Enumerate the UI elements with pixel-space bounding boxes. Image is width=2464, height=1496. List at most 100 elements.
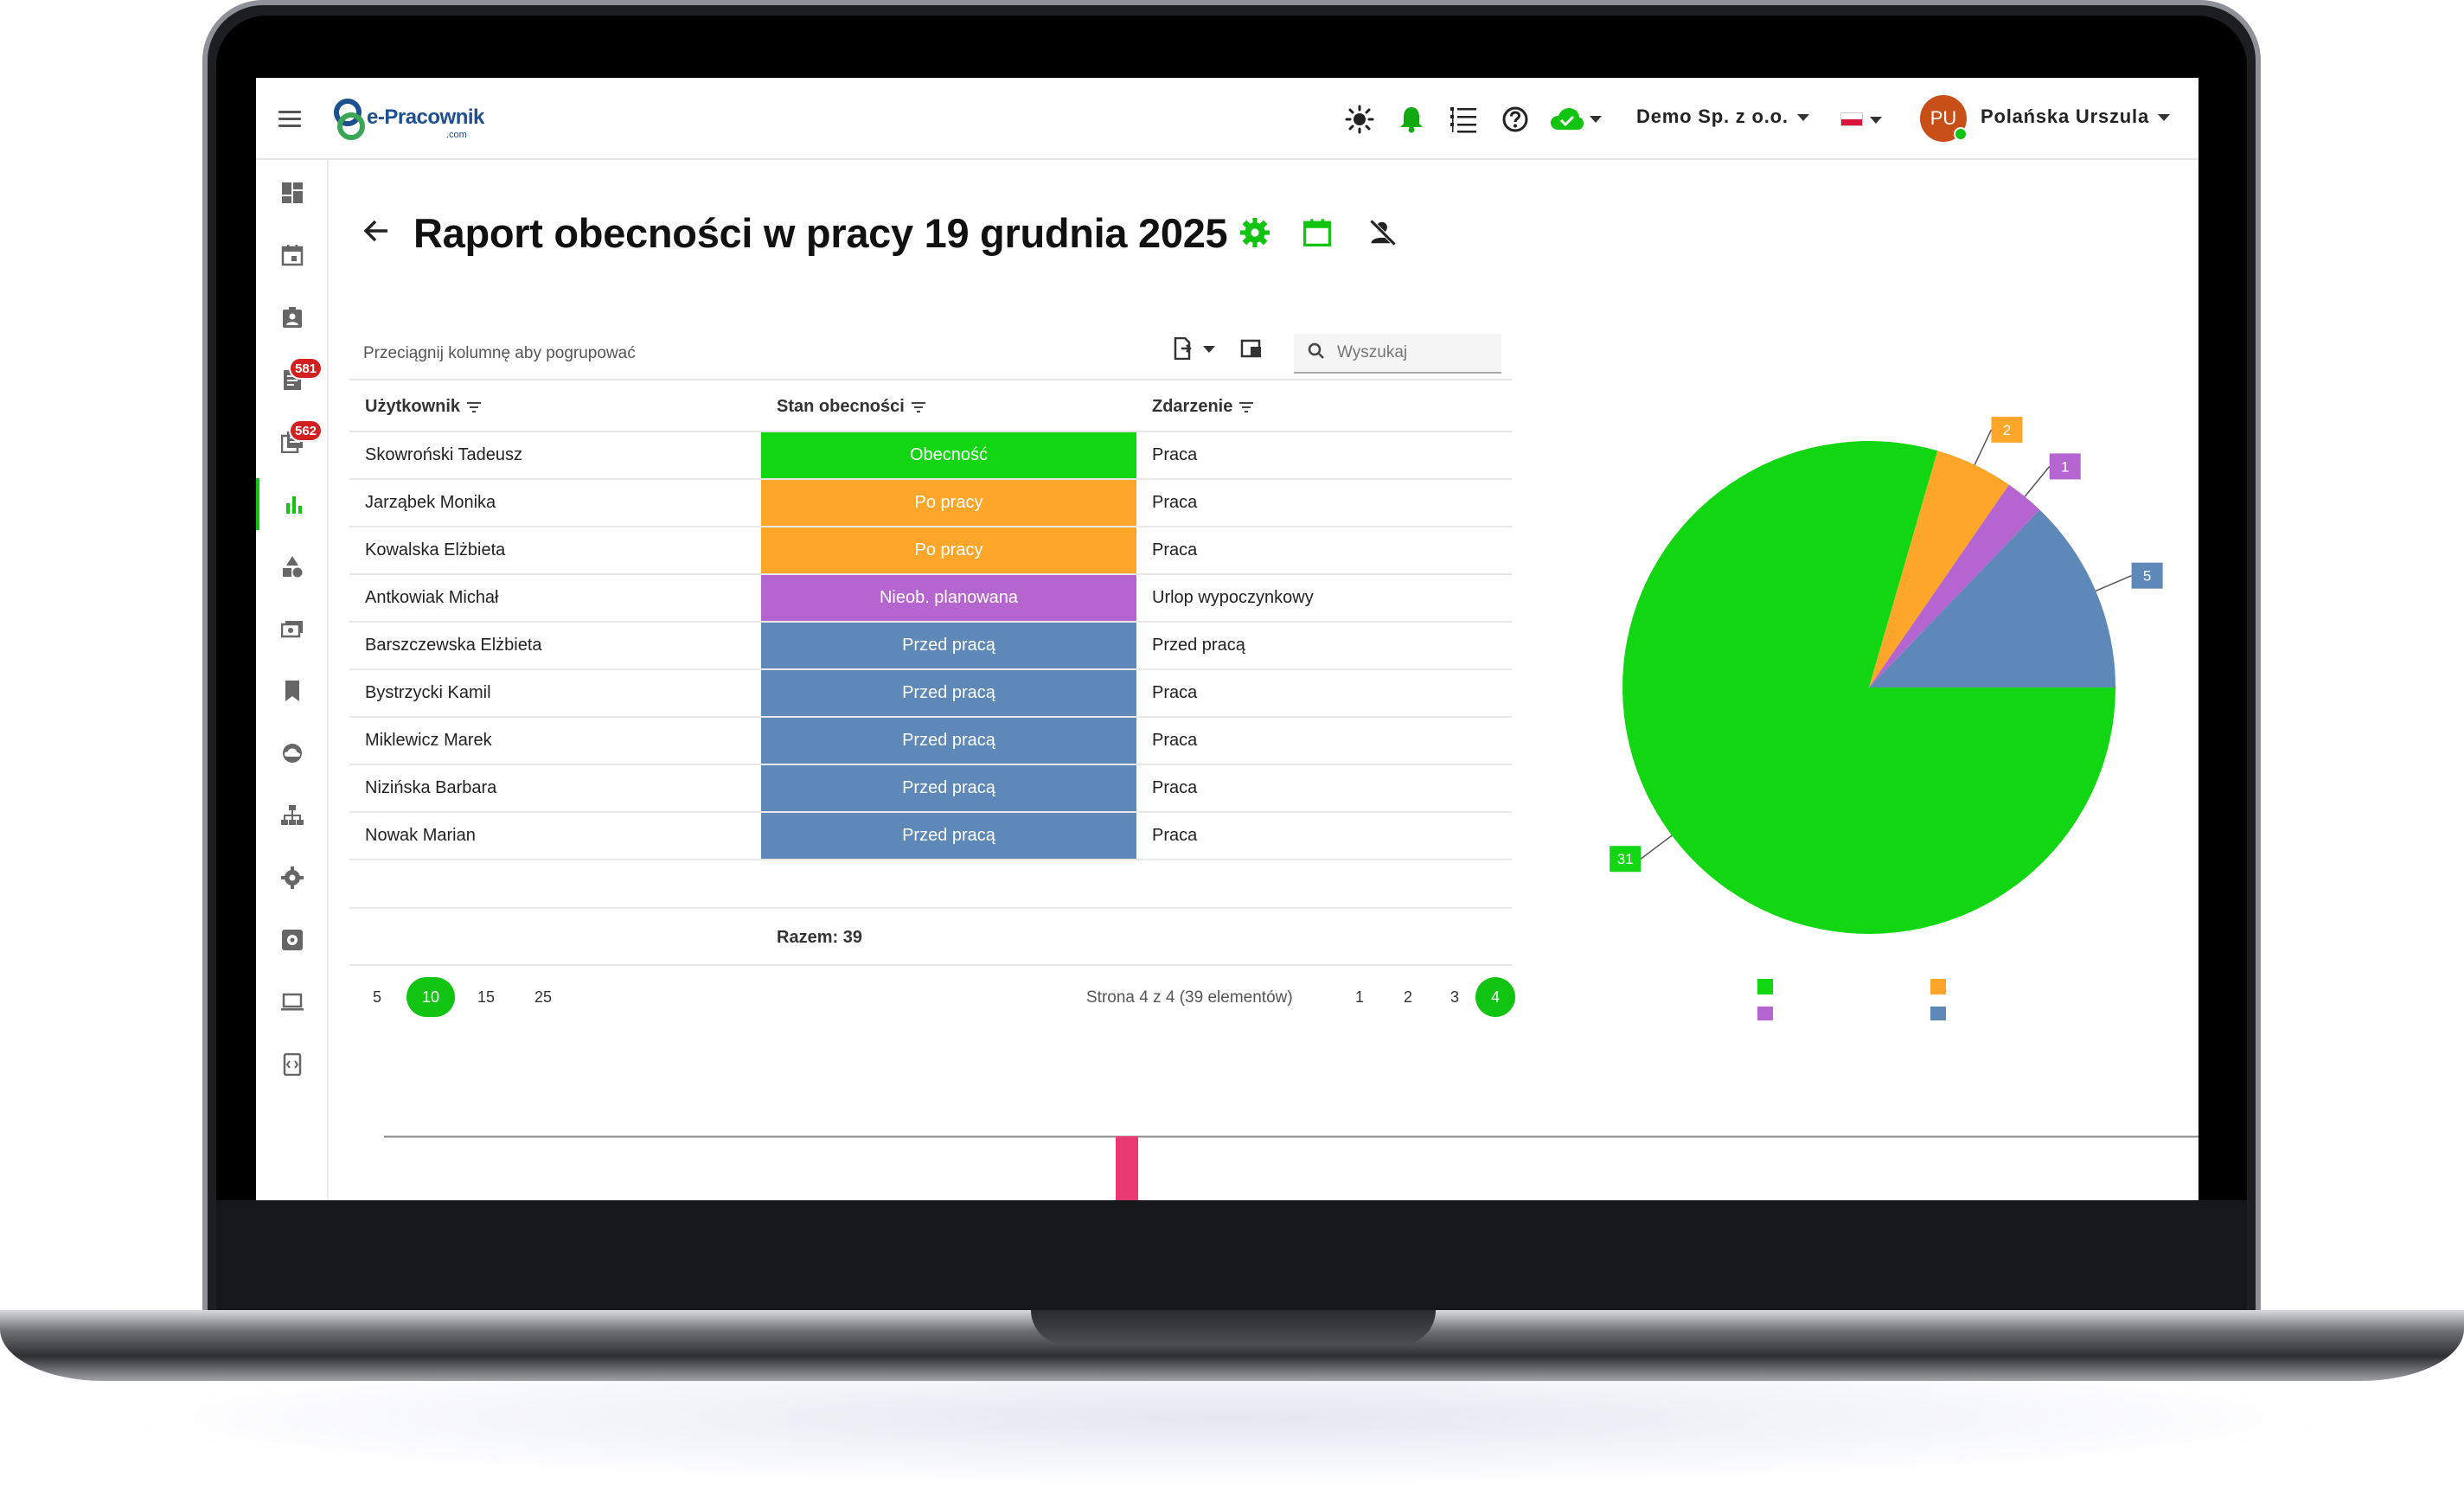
header-user[interactable]: Użytkownik [365,397,482,417]
sidebar-item-bookmark[interactable] [256,665,329,717]
language-caret-icon[interactable] [1870,117,1882,124]
app-logo[interactable]: e-Pracownik .com [329,93,484,145]
laptop-icon [281,993,304,1011]
pie-label-leader [1640,834,1673,860]
bar[interactable] [1116,1136,1138,1200]
filter-icon[interactable] [467,401,482,412]
pie-svg: 31 2 1 5 [1610,416,2163,1022]
sidebar-item-documents[interactable]: 581 [256,354,329,406]
table-row[interactable]: Antkowiak Michał Nieob. planowana Urlop wy… [349,575,1512,623]
cell-user: Jarząbek Monika [365,493,496,512]
api-icon [283,1053,302,1076]
legend-swatch[interactable] [1930,979,1946,994]
sidebar-item-employee[interactable] [256,291,329,343]
dashboard-icon [282,182,303,203]
legend-swatch[interactable] [1757,979,1773,994]
cloud-done-icon[interactable] [1550,102,1602,137]
sidebar-item-org-chart[interactable] [256,790,329,841]
help-icon[interactable] [1498,102,1533,137]
online-status-dot [1954,127,1968,141]
table-row[interactable]: Nowak Marian Przed pracą Praca [349,813,1512,860]
bookmark-icon [285,681,299,701]
bell-icon[interactable] [1394,102,1429,137]
bar-chart [384,1064,2198,1200]
sidebar-item-api[interactable] [256,1039,329,1090]
sidebar-item-shapes[interactable] [256,540,329,592]
cell-event: Praca [1152,826,1198,845]
pie-data-label: 31 [1617,851,1634,867]
brightness-icon[interactable] [1342,102,1377,137]
report-settings-icon[interactable] [1237,214,1273,251]
page-size-10[interactable]: 10 [406,977,455,1017]
pie-label-leader [2095,574,2132,591]
page-size-15[interactable]: 15 [477,988,496,1006]
table-row[interactable]: Jarząbek Monika Po pracy Praca [349,480,1512,527]
table-row[interactable]: Barszczewska Elżbieta Przed pracą Przed pr… [349,623,1512,670]
user-menu[interactable]: Polańska Urszula [1981,105,2170,128]
grid-header: Użytkownik Stan obecności Zdarzenie [349,379,1512,432]
pie-slice[interactable] [1869,451,2009,687]
search-box[interactable] [1294,334,1501,374]
pie-slice[interactable] [1869,484,2040,687]
sidebar-item-settings[interactable] [256,852,329,904]
page-2[interactable]: 2 [1403,988,1412,1006]
header-event-label: Zdarzenie [1152,397,1233,416]
sidebar-item-admin-settings[interactable] [256,914,329,966]
table-row[interactable]: Nizińska Barbara Przed pracą Praca [349,765,1512,813]
copies-badge: 562 [289,419,323,442]
page-4[interactable]: 4 [1475,977,1515,1017]
legend-swatch[interactable] [1757,1007,1773,1022]
company-select[interactable]: Demo Sp. z o.o. [1636,105,1809,128]
laptop-chin [216,1200,2247,1323]
sidebar: 581 562 [256,160,329,1200]
company-caret-icon [1796,114,1809,122]
pie-data-label: 1 [2061,458,2069,475]
filter-icon[interactable] [1239,401,1254,412]
person-off-icon[interactable] [1365,214,1401,251]
pie-label-box [1610,846,1642,873]
header-user-label: Użytkownik [365,397,461,416]
table-row[interactable]: Bystrzycki Kamil Przed pracą Praca [349,670,1512,718]
table-row[interactable]: Skowroński Tadeusz Obecność Praca [349,432,1512,480]
list-icon[interactable] [1446,102,1481,137]
back-arrow-icon[interactable] [362,216,391,254]
legend-swatch[interactable] [1930,1007,1946,1022]
page-size-5[interactable]: 5 [372,988,381,1006]
pager: 5 10 15 25 Strona 4 z 4 (39 elementów) 1… [349,977,1515,1026]
page-size-25[interactable]: 25 [534,988,553,1006]
page-title: Raport obecności w pracy 19 grudnia 2025 [413,210,1228,256]
grid-footer: Razem: 39 [349,909,1512,966]
attendance-pie-chart: 31 2 1 5 [1588,398,2193,1022]
filter-icon[interactable] [911,401,925,412]
search-input[interactable] [1337,341,1493,365]
language-flag-icon[interactable] [1840,112,1863,126]
export-menu[interactable] [1171,336,1216,366]
cell-user: Bystrzycki Kamil [365,683,491,702]
sidebar-item-reports[interactable] [256,478,329,530]
app-screen: e-Pracownik .com Demo Sp. z o.o [256,78,2198,1200]
company-name: Demo Sp. z o.o. [1636,105,1789,127]
table-row[interactable]: Miklewicz Marek Przed pracą Praca [349,718,1512,765]
export-icon [1174,336,1192,361]
pie-slice[interactable] [1869,509,2115,687]
page-1[interactable]: 1 [1354,988,1364,1006]
user-caret-icon [2158,114,2170,122]
cell-user: Nowak Marian [365,826,476,845]
page-3[interactable]: 3 [1450,988,1459,1006]
sidebar-item-cloud[interactable] [256,727,329,779]
pie-label-box [2131,562,2163,589]
sidebar-item-laptop[interactable] [256,976,329,1028]
sidebar-item-payments[interactable] [256,603,329,655]
menu-icon[interactable] [278,111,301,128]
date-picker-icon[interactable] [1299,214,1335,251]
column-chooser-icon[interactable] [1240,337,1263,366]
header-event[interactable]: Zdarzenie [1152,397,1254,417]
cell-user: Antkowiak Michał [365,588,499,607]
table-row[interactable]: Kowalska Elżbieta Po pracy Praca [349,527,1512,575]
header-state[interactable]: Stan obecności [777,397,925,417]
sidebar-item-copies[interactable]: 562 [256,416,329,468]
cell-user: Miklewicz Marek [365,731,492,750]
sidebar-item-dashboard[interactable] [256,167,329,219]
sidebar-item-calendar[interactable] [256,229,329,281]
cell-event: Urlop wypoczynkowy [1152,588,1314,607]
